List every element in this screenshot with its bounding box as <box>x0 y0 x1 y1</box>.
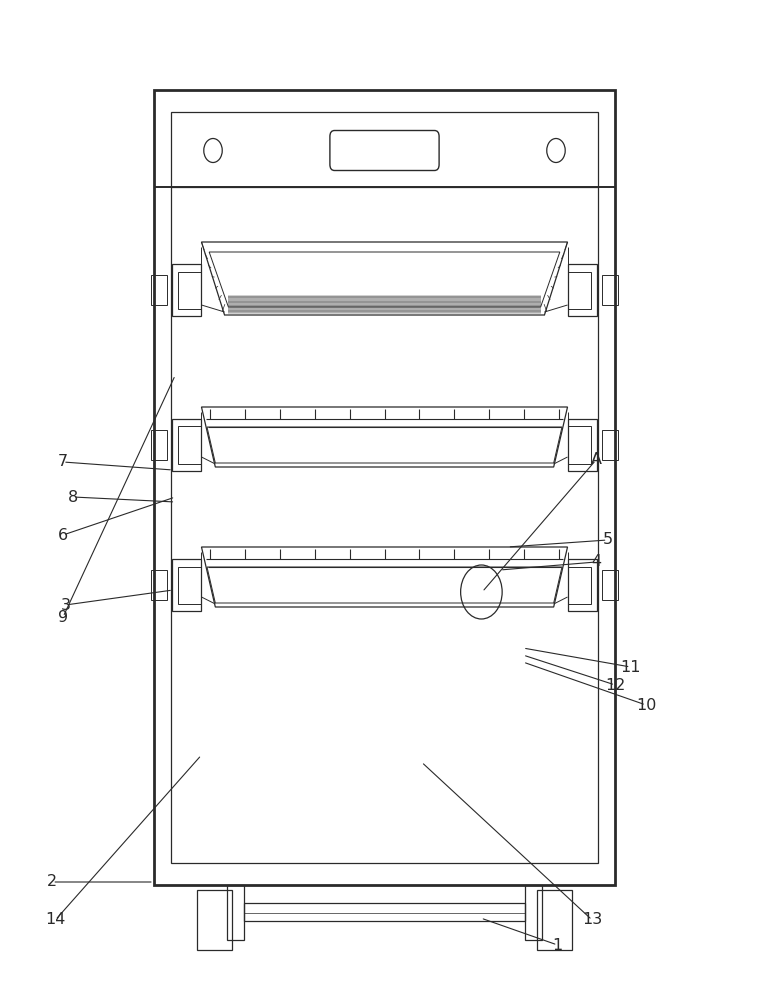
Bar <box>568 559 597 611</box>
Bar <box>568 566 591 604</box>
Bar <box>172 559 201 611</box>
Text: 8: 8 <box>68 489 78 504</box>
Text: 2: 2 <box>47 874 58 890</box>
Bar <box>244 903 525 921</box>
Bar <box>178 272 201 309</box>
Bar <box>154 90 615 885</box>
Text: 5: 5 <box>602 532 613 548</box>
Bar <box>568 264 597 316</box>
Bar <box>227 885 244 940</box>
Text: 1: 1 <box>552 938 563 952</box>
Text: 10: 10 <box>636 698 656 712</box>
Bar <box>602 570 618 600</box>
Text: 12: 12 <box>605 678 625 692</box>
Text: 9: 9 <box>58 609 68 624</box>
Bar <box>525 885 542 940</box>
Text: 11: 11 <box>621 660 641 674</box>
Bar <box>178 566 201 604</box>
Bar <box>151 570 167 600</box>
Bar <box>537 890 571 950</box>
Bar <box>568 419 597 471</box>
Bar <box>602 430 618 460</box>
Text: 13: 13 <box>582 912 602 928</box>
Bar <box>171 112 598 863</box>
Bar <box>151 430 167 460</box>
Bar <box>178 426 201 464</box>
Text: 7: 7 <box>58 454 68 470</box>
Bar <box>602 275 618 305</box>
Bar <box>568 426 591 464</box>
Bar <box>172 419 201 471</box>
Bar <box>568 272 591 309</box>
Text: 14: 14 <box>45 912 65 928</box>
Text: 3: 3 <box>60 597 71 612</box>
Text: A: A <box>591 452 601 468</box>
Bar <box>172 264 201 316</box>
Text: 4: 4 <box>591 554 601 570</box>
Text: 6: 6 <box>58 528 68 542</box>
Bar <box>198 890 232 950</box>
Bar <box>151 275 167 305</box>
